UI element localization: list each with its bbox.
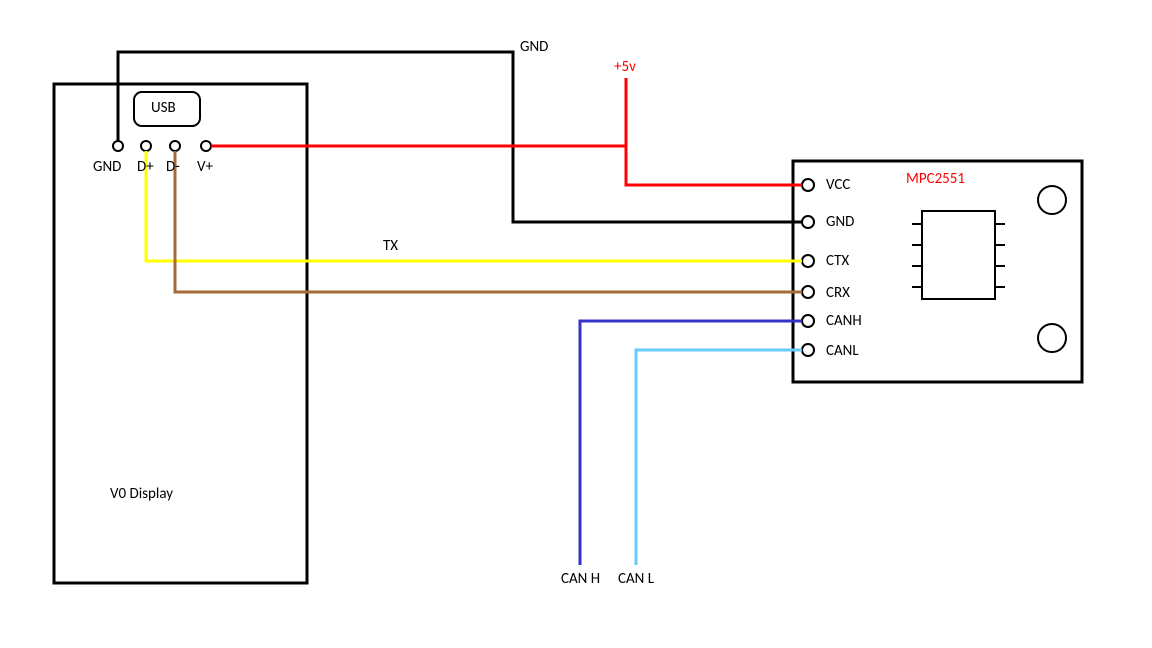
- module-pin-canh: [802, 315, 814, 327]
- pin-label-dminus: D-: [166, 158, 180, 176]
- module-pin-label-canl: CANL: [826, 342, 859, 360]
- module-pin-label-gnd: GND: [826, 213, 854, 231]
- module-pin-crx: [802, 286, 814, 298]
- module-pin-ctx: [802, 255, 814, 267]
- pin-label-gnd: GND: [93, 158, 121, 176]
- display-box: [54, 84, 307, 583]
- module-pin-gnd: [802, 216, 814, 228]
- usb-label: USB: [151, 99, 176, 117]
- pin-label-dplus: D+: [137, 158, 154, 176]
- canl-bottom-label: CAN L: [618, 570, 654, 588]
- plus5v-label: +5v: [614, 58, 636, 76]
- display-title: V0 Display: [110, 485, 173, 503]
- wire-ctx: [146, 151, 802, 261]
- display-pin-dminus: [170, 141, 180, 151]
- mount-hole: [1038, 186, 1066, 214]
- module-pin-label-vcc: VCC: [826, 176, 850, 194]
- display-pin-vplus: [201, 141, 211, 151]
- module-pin-label-ctx: CTX: [826, 252, 849, 270]
- tx-label: TX: [383, 237, 398, 255]
- display-pin-gnd: [113, 141, 123, 151]
- chip-label: MPC2551: [906, 170, 965, 188]
- wire-vcc-to-module: [626, 146, 802, 185]
- module-pin-label-canh: CANH: [826, 312, 862, 330]
- display-pin-dplus: [141, 141, 151, 151]
- module-pin-canl: [802, 344, 814, 356]
- wire-gnd: [118, 52, 802, 222]
- canh-bottom-label: CAN H: [561, 570, 600, 588]
- module-pin-label-crx: CRX: [826, 284, 850, 302]
- chip-body: [922, 211, 995, 299]
- pin-label-vplus: V+: [197, 158, 213, 176]
- wire-canh: [580, 321, 802, 565]
- mount-hole: [1038, 324, 1066, 352]
- wire-canl: [636, 350, 802, 565]
- gnd-top-label: GND: [520, 38, 548, 56]
- module-pin-vcc: [802, 179, 814, 191]
